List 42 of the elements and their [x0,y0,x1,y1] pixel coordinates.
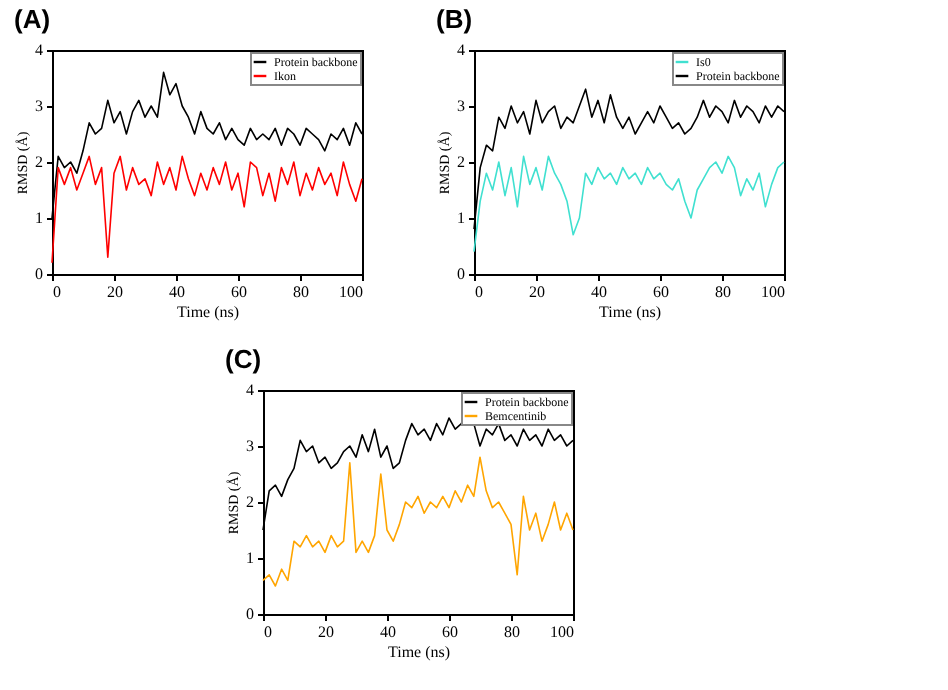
y-tick-label: 0 [35,265,43,283]
x-axis-title: Time (ns) [387,643,451,661]
x-tick-label: 100 [550,623,574,641]
y-tick-label: 0 [457,265,465,283]
x-tick-label: 60 [442,623,458,641]
x-tick-label: 60 [653,283,669,301]
y-tick-label: 4 [457,41,465,59]
x-tick-label: 80 [504,623,520,641]
chart-title: (C) [225,344,262,374]
y-tick-label: 3 [457,97,465,115]
x-tick-label: 80 [293,283,309,301]
x-tick-label: 20 [318,623,334,641]
line-series [473,155,785,253]
line-series [51,155,363,264]
y-tick-label: 2 [35,153,43,171]
x-tick-label: 80 [715,283,731,301]
chart-title: (A) [14,4,51,34]
y-tick-label: 3 [35,97,43,115]
chart-title: (B) [436,4,473,34]
y-tick-label: 2 [246,493,254,511]
x-tick-label: 0 [53,283,61,301]
y-tick-label: 4 [246,381,254,399]
x-tick-label: 40 [380,623,396,641]
x-tick-label: 40 [591,283,607,301]
y-tick-label: 1 [246,549,254,567]
y-tick-label: 3 [246,437,254,455]
x-tick-label: 0 [475,283,483,301]
y-tick-label: 2 [457,153,465,171]
y-tick-label: 0 [246,605,254,623]
line-series [262,456,574,587]
x-axis-title: Time (ns) [598,303,662,321]
y-tick-label: 1 [457,209,465,227]
x-tick-label: 20 [529,283,545,301]
x-tick-label: 100 [339,283,363,301]
x-tick-label: 0 [264,623,272,641]
x-tick-label: 60 [231,283,247,301]
y-tick-label: 1 [35,209,43,227]
x-axis-title: Time (ns) [176,303,240,321]
y-tick-label: 4 [35,41,43,59]
x-tick-label: 40 [169,283,185,301]
x-tick-label: 100 [761,283,785,301]
x-tick-label: 20 [107,283,123,301]
